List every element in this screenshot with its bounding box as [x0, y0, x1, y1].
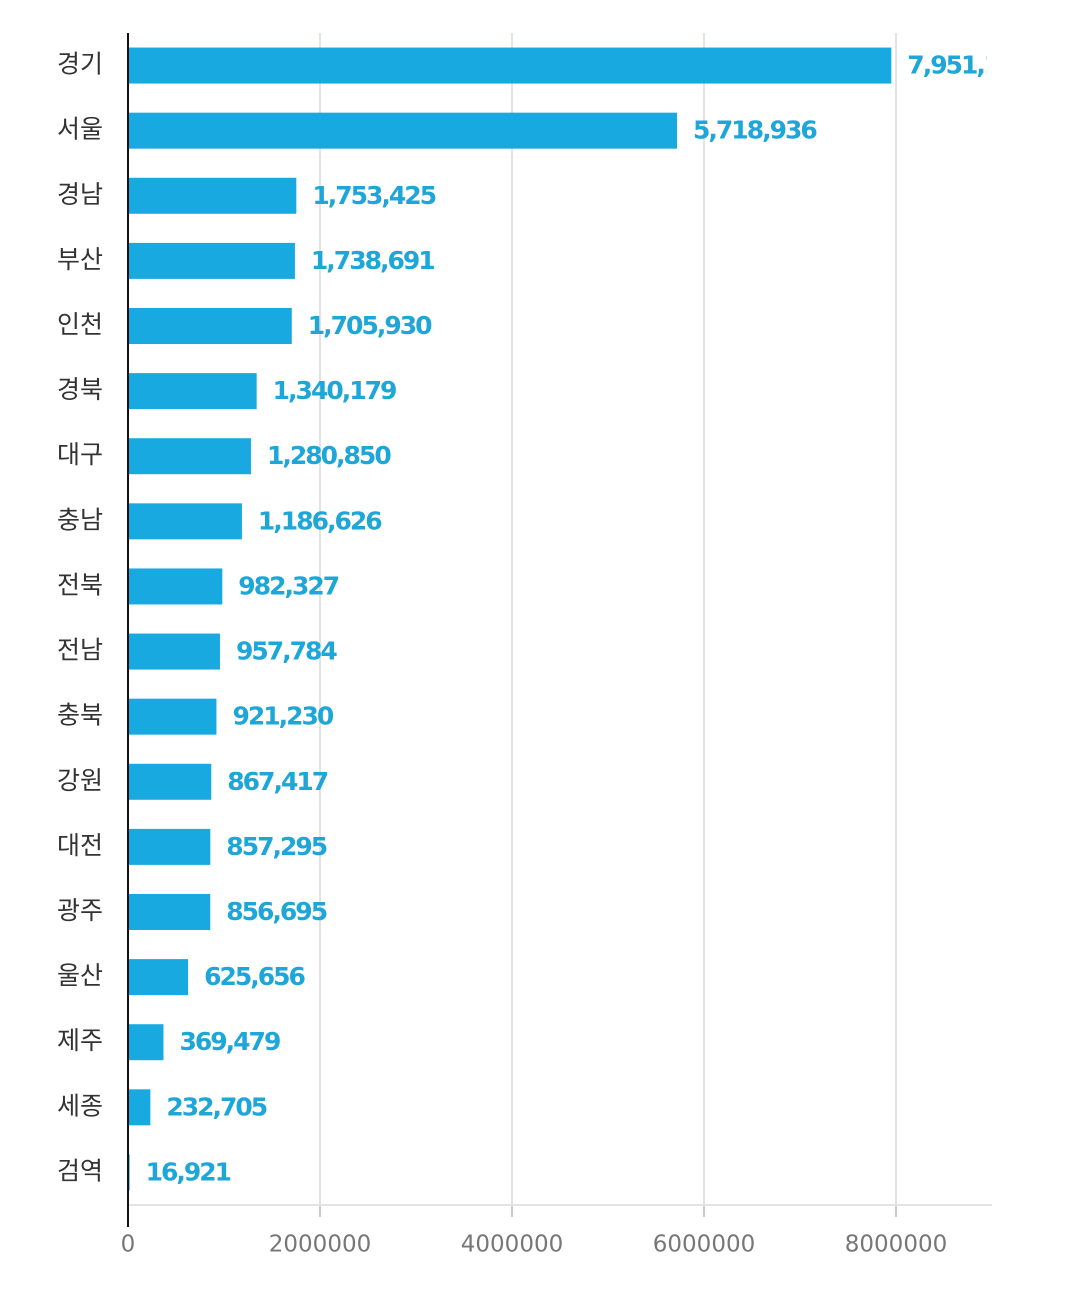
bar	[128, 828, 211, 865]
value-label: 1,738,691	[311, 246, 434, 275]
bar	[128, 503, 242, 540]
bar	[128, 47, 892, 84]
value-label: 7,951,12	[907, 51, 1015, 80]
y-tick-label: 인천	[57, 310, 103, 339]
value-label: 1,340,179	[273, 376, 396, 405]
y-tick-label: 부산	[57, 245, 103, 274]
bar	[128, 1089, 151, 1126]
value-label: 5,718,936	[693, 116, 817, 145]
bar	[128, 1024, 164, 1061]
value-label: 856,695	[226, 897, 326, 926]
value-label: 1,705,930	[308, 311, 432, 340]
y-tick-label: 전남	[57, 636, 103, 665]
bar	[128, 568, 223, 605]
value-label: 921,230	[232, 702, 333, 731]
y-tick-label: 세종	[57, 1091, 103, 1120]
y-tick-label: 강원	[57, 766, 103, 795]
x-tick-label: 6000000	[653, 1232, 755, 1258]
value-label: 369,479	[179, 1027, 279, 1056]
y-tick-label: 제주	[57, 1026, 103, 1055]
value-label: 982,327	[238, 571, 338, 600]
bar	[128, 633, 220, 670]
value-label: 857,295	[226, 832, 326, 861]
value-label: 232,705	[166, 1092, 266, 1121]
y-tick-label: 울산	[57, 961, 103, 990]
bar	[128, 698, 217, 735]
x-tick-label: 8000000	[845, 1232, 947, 1258]
bar	[128, 438, 251, 475]
value-label: 957,784	[236, 637, 337, 666]
bar	[128, 373, 257, 410]
y-tick-label: 경기	[57, 50, 103, 79]
y-tick-label: 충남	[57, 505, 103, 534]
bar	[128, 242, 295, 279]
bar	[128, 959, 189, 996]
value-label: 867,417	[227, 767, 327, 796]
value-label: 1,186,626	[258, 506, 382, 535]
y-tick-label: 서울	[57, 115, 103, 144]
value-label: 16,921	[146, 1157, 231, 1186]
y-tick-label: 대전	[57, 831, 103, 860]
bar	[128, 308, 292, 344]
x-tick-label: 4000000	[461, 1232, 563, 1258]
y-tick-label: 경북	[57, 375, 103, 404]
y-tick-label: 경남	[57, 180, 103, 209]
x-tick-label: 2000000	[269, 1232, 371, 1258]
bar	[128, 894, 211, 930]
value-label: 625,656	[204, 962, 305, 991]
y-tick-label: 대구	[57, 440, 103, 469]
value-label: 1,280,850	[267, 441, 391, 470]
bar	[128, 177, 297, 214]
y-tick-label: 광주	[57, 896, 103, 925]
y-tick-label: 충북	[57, 701, 103, 730]
bar	[128, 763, 212, 800]
y-tick-label: 전북	[57, 570, 103, 599]
y-tick-label: 검역	[57, 1156, 103, 1185]
value-label: 1,753,425	[312, 181, 435, 210]
bar	[128, 112, 678, 149]
x-tick-label: 0	[121, 1232, 136, 1258]
